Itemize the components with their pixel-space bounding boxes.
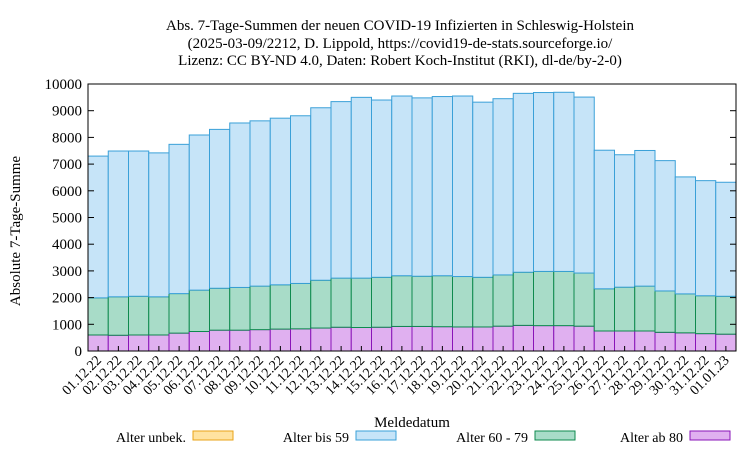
bar-alter-bis-59-6 <box>209 128 231 289</box>
bar-alter-60-79-15 <box>391 275 413 327</box>
y-tick-label: 6000 <box>52 184 82 200</box>
legend-swatch <box>689 430 731 441</box>
bar-alter-bis-59-15 <box>391 95 413 277</box>
y-tick-label: 0 <box>75 344 83 360</box>
x-axis-label: Meldedatum <box>374 415 450 431</box>
bar-alter-60-79-27 <box>634 285 656 332</box>
legend-label: Alter ab 80 <box>620 431 683 446</box>
bars-group <box>87 91 737 352</box>
bar-alter-bis-59-16 <box>411 97 433 277</box>
bar-alter-60-79-22 <box>533 270 555 327</box>
bar-alter-bis-59-11 <box>310 107 332 281</box>
bar-alter-60-79-1 <box>107 296 129 336</box>
bar-alter-60-79-7 <box>229 286 251 331</box>
legend-label: Alter unbek. <box>116 431 186 446</box>
bar-alter-60-79-29 <box>674 293 696 334</box>
bar-alter-bis-59-26 <box>614 154 636 288</box>
bar-alter-60-79-28 <box>654 290 676 333</box>
y-tick-label: 4000 <box>52 237 82 253</box>
y-tick-label: 3000 <box>52 264 82 280</box>
bar-alter-60-79-21 <box>512 271 534 326</box>
bar-alter-bis-59-8 <box>249 120 271 287</box>
bar-alter-bis-59-1 <box>107 150 129 298</box>
bar-alter-bis-59-20 <box>492 98 514 276</box>
chart-title-line-2: (2025-03-09/2212, D. Lippold, https://co… <box>188 36 613 52</box>
bar-alter-60-79-31 <box>715 295 737 335</box>
legend-swatch <box>192 430 234 441</box>
bar-alter-60-79-12 <box>330 277 352 328</box>
bar-alter-60-79-8 <box>249 285 271 331</box>
bar-alter-bis-59-27 <box>634 149 656 287</box>
bar-alter-bis-59-22 <box>533 92 555 272</box>
bar-alter-bis-59-21 <box>512 92 534 273</box>
bar-alter-60-79-13 <box>350 277 372 329</box>
bar-alter-60-79-6 <box>209 287 231 331</box>
bar-alter-bis-59-3 <box>148 152 170 298</box>
y-tick-label: 9000 <box>52 104 82 120</box>
bar-alter-60-79-16 <box>411 275 433 327</box>
chart-title-line-1: Abs. 7-Tage-Summen der neuen COVID-19 In… <box>166 18 635 34</box>
bar-alter-60-79-18 <box>452 276 474 328</box>
bar-alter-60-79-19 <box>472 276 494 328</box>
bar-alter-bis-59-7 <box>229 122 251 288</box>
bar-alter-60-79-30 <box>695 295 717 335</box>
bar-alter-bis-59-29 <box>674 176 696 295</box>
bar-alter-60-79-20 <box>492 274 514 327</box>
bar-alter-bis-59-13 <box>350 96 372 279</box>
y-tick-label: 2000 <box>52 291 82 307</box>
bar-alter-bis-59-14 <box>371 99 393 278</box>
bar-alter-bis-59-24 <box>573 96 595 274</box>
bar-alter-60-79-17 <box>431 275 453 328</box>
bar-alter-bis-59-31 <box>715 181 737 297</box>
bar-alter-60-79-4 <box>168 293 190 334</box>
bar-alter-bis-59-9 <box>269 117 291 286</box>
bar-alter-60-79-25 <box>593 288 615 332</box>
bar-alter-60-79-9 <box>269 284 291 330</box>
bar-alter-60-79-10 <box>290 282 312 330</box>
bar-alter-60-79-14 <box>371 276 393 328</box>
bar-alter-bis-59-5 <box>188 134 210 291</box>
bar-alter-60-79-0 <box>87 297 109 336</box>
bar-alter-bis-59-18 <box>452 95 474 278</box>
bar-alter-bis-59-12 <box>330 101 352 279</box>
bar-alter-bis-59-19 <box>472 101 494 278</box>
legend-label: Alter 60 - 79 <box>456 431 528 446</box>
y-tick-label: 10000 <box>45 77 83 93</box>
bar-alter-bis-59-17 <box>431 96 453 277</box>
x-axis: 01.12.2202.12.2203.12.2204.12.2205.12.22… <box>60 346 733 398</box>
bar-alter-60-79-23 <box>553 270 575 327</box>
bar-alter-bis-59-28 <box>654 160 676 292</box>
bar-alter-60-79-3 <box>148 296 170 336</box>
y-tick-label: 1000 <box>52 317 82 333</box>
legend-swatch <box>355 430 397 441</box>
bar-alter-bis-59-0 <box>87 155 109 299</box>
y-tick-label: 5000 <box>52 211 82 227</box>
y-axis: 0 1000 2000 3000 4000 5000 6000 7000 8000 9000 100… <box>45 77 736 360</box>
bar-alter-bis-59-10 <box>290 115 312 284</box>
bar-alter-60-79-26 <box>614 286 636 332</box>
bar-alter-bis-59-2 <box>128 150 150 297</box>
chart-title: Abs. 7-Tage-Summen der neuen COVID-19 In… <box>166 18 635 69</box>
bar-alter-bis-59-25 <box>593 149 615 290</box>
chart-title-line-3: Lizenz: CC BY-ND 4.0, Daten: Robert Koch… <box>178 53 622 69</box>
legend-label: Alter bis 59 <box>283 431 349 446</box>
bar-alter-bis-59-4 <box>168 143 190 295</box>
bar-alter-60-79-11 <box>310 279 332 329</box>
bar-alter-bis-59-30 <box>695 180 717 297</box>
y-axis-label: Absolute 7-Tage-Summe <box>8 156 24 307</box>
y-tick-label: 8000 <box>52 130 82 146</box>
bar-alter-60-79-24 <box>573 272 595 327</box>
legend: Alter unbek. Alter bis 59 Alter 60 - 79 Alt… <box>116 430 731 446</box>
bar-alter-60-79-5 <box>188 289 210 332</box>
bar-alter-60-79-2 <box>128 295 150 336</box>
bar-alter-bis-59-23 <box>553 91 575 272</box>
legend-swatch <box>534 430 576 441</box>
y-tick-label: 7000 <box>52 157 82 173</box>
